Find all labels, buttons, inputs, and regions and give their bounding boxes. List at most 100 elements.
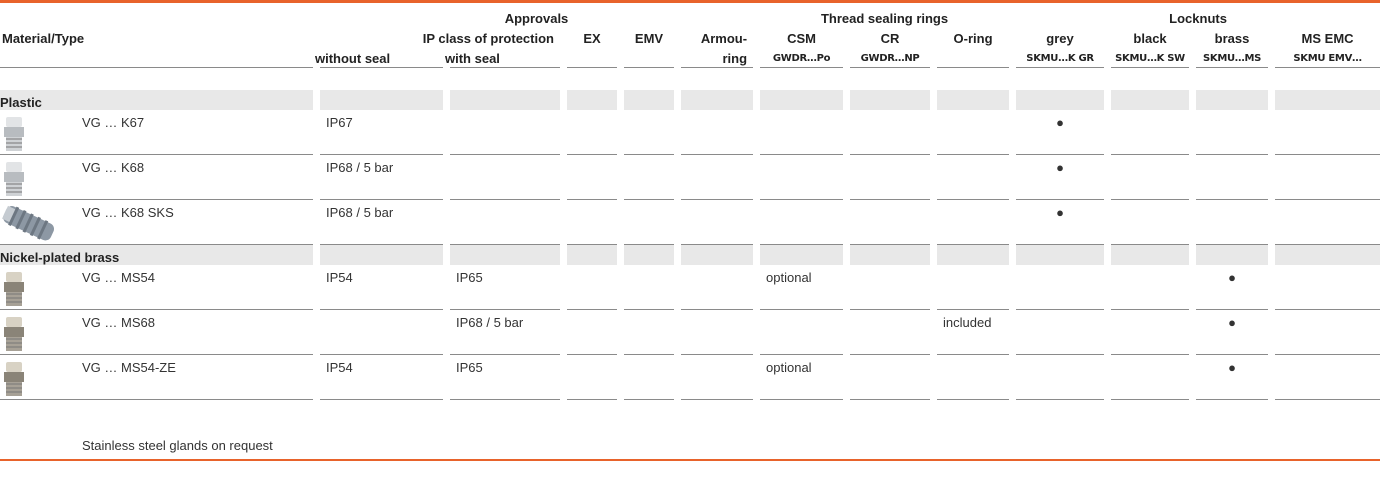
product-name: VG … MS68 [70, 315, 155, 330]
product-name: VG … K68 [70, 160, 144, 175]
value-cell: ● [1189, 355, 1268, 400]
header-cell [0, 8, 313, 28]
subheader: SKMU…MS [1189, 48, 1268, 68]
empty-cell [1268, 355, 1380, 400]
empty-cell [560, 200, 617, 245]
value-cell: IP67 [313, 110, 443, 155]
subheader [0, 48, 313, 68]
section-cell [753, 90, 843, 110]
subheader: with seal [443, 48, 560, 68]
section-cell [1009, 245, 1104, 265]
section-cell [1104, 245, 1189, 265]
column-header: CR [843, 28, 930, 48]
empty-cell [560, 355, 617, 400]
value-cell: ● [1189, 265, 1268, 310]
empty-cell [443, 155, 560, 200]
empty-cell [1189, 110, 1268, 155]
empty-cell [617, 110, 674, 155]
column-header: EMV [617, 28, 674, 48]
subheader [560, 48, 617, 68]
product-name: VG … MS54-ZE [70, 360, 176, 375]
section-cell [1009, 90, 1104, 110]
product-cell: VG … K68 SKS [0, 200, 313, 245]
empty-cell [930, 110, 1009, 155]
product: VG … MS54-ZE [0, 360, 313, 400]
column-header: CSM [753, 28, 843, 48]
empty-cell [560, 155, 617, 200]
section-row: Nickel-plated brass [0, 245, 1380, 265]
product-cell: VG … MS54 [0, 265, 313, 310]
empty-cell [443, 110, 560, 155]
empty-cell [1104, 355, 1189, 400]
empty-cell [1268, 310, 1380, 355]
section-cell [753, 245, 843, 265]
bottom-rule [0, 459, 1380, 461]
empty-cell [1104, 265, 1189, 310]
section-cell [674, 90, 753, 110]
section-cell [930, 245, 1009, 265]
column-header: O-ring [930, 28, 1009, 48]
empty-cell [843, 355, 930, 400]
empty-cell [674, 310, 753, 355]
product-image [0, 115, 70, 155]
product-cell: VG … K67 [0, 110, 313, 155]
product: VG … K68 [0, 160, 313, 200]
product-image [0, 160, 70, 200]
empty-cell [753, 155, 843, 200]
group-header: Thread sealing rings [753, 8, 1009, 28]
column-header: IP class of protection [313, 28, 560, 48]
empty-cell [1104, 200, 1189, 245]
spacer-cell [0, 68, 1380, 90]
value-cell: IP68 / 5 bar [443, 310, 560, 355]
section-cell [1189, 245, 1268, 265]
product: VG … K67 [0, 115, 313, 155]
empty-cell [674, 355, 753, 400]
value-cell: IP68 / 5 bar [313, 155, 443, 200]
empty-cell [1268, 265, 1380, 310]
subheader: GWDR…Po [753, 48, 843, 68]
section-cell [674, 245, 753, 265]
column-header: MS EMC [1268, 28, 1380, 48]
product-row: VG … K67 IP67 ● [0, 110, 1380, 155]
empty-cell [674, 155, 753, 200]
value-cell: optional [753, 355, 843, 400]
empty-cell [617, 265, 674, 310]
column-header: black [1104, 28, 1189, 48]
empty-cell [1189, 200, 1268, 245]
group-header: Locknuts [1009, 8, 1380, 28]
empty-cell [674, 200, 753, 245]
empty-cell [560, 110, 617, 155]
value-cell: ● [1009, 110, 1104, 155]
empty-cell [1104, 310, 1189, 355]
product-name: VG … K67 [70, 115, 144, 130]
product: VG … MS54 [0, 270, 313, 310]
subheader [930, 48, 1009, 68]
empty-cell [1189, 155, 1268, 200]
empty-cell [617, 200, 674, 245]
empty-cell [443, 200, 560, 245]
section-cell [443, 90, 560, 110]
subheader: without seal [313, 48, 443, 68]
product-name: VG … K68 SKS [70, 205, 174, 220]
section-cell [930, 90, 1009, 110]
subheader [617, 48, 674, 68]
empty-cell [560, 265, 617, 310]
section-cell [1104, 90, 1189, 110]
value-cell: ● [1189, 310, 1268, 355]
value-cell: IP65 [443, 355, 560, 400]
empty-cell [674, 265, 753, 310]
product-image [0, 360, 70, 400]
product: VG … MS68 [0, 315, 313, 355]
empty-cell [843, 155, 930, 200]
empty-cell [617, 355, 674, 400]
spacer [0, 68, 1380, 90]
value-cell: IP65 [443, 265, 560, 310]
empty-cell [753, 200, 843, 245]
section-cell [560, 245, 617, 265]
